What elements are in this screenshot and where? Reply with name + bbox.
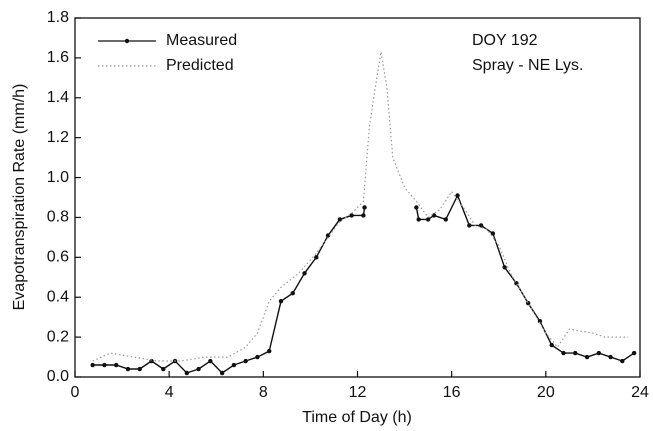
data-point <box>502 265 507 270</box>
data-point <box>113 362 119 368</box>
data-point <box>125 366 131 372</box>
data-point <box>90 362 95 368</box>
series-line <box>92 51 629 362</box>
data-point <box>290 291 295 296</box>
legend-label: Measured <box>166 32 237 49</box>
data-point <box>549 342 554 348</box>
data-point <box>478 223 484 228</box>
y-tick-label: 0.6 <box>47 249 69 266</box>
annotation: DOY 192 <box>472 32 538 49</box>
y-tick-label: 0.8 <box>47 209 69 226</box>
data-point <box>302 271 307 276</box>
data-point <box>208 358 213 364</box>
data-point <box>255 354 260 360</box>
y-tick-label: 1.6 <box>47 49 69 66</box>
x-tick-label: 20 <box>537 384 555 401</box>
data-point <box>349 213 354 218</box>
data-point <box>362 205 367 210</box>
x-tick-label: 24 <box>631 384 649 401</box>
data-point <box>584 354 590 360</box>
data-point <box>231 362 237 368</box>
data-point <box>620 358 625 364</box>
legend-marker <box>124 38 130 44</box>
x-tick-label: 16 <box>443 384 461 401</box>
x-tick-label: 4 <box>165 384 174 401</box>
data-point <box>267 348 272 354</box>
x-tick-label: 0 <box>71 384 80 401</box>
y-axis-label: Evapotranspiration Rate (mm/h) <box>11 84 28 311</box>
data-point <box>102 362 107 368</box>
data-point <box>631 350 637 356</box>
data-point <box>414 205 419 210</box>
y-tick-label: 0.0 <box>47 368 69 385</box>
data-point <box>596 350 602 356</box>
y-tick-label: 1.2 <box>47 129 69 146</box>
data-point <box>467 223 472 228</box>
data-point <box>184 370 190 376</box>
data-point <box>337 217 343 222</box>
data-point <box>425 217 431 222</box>
data-point <box>161 366 166 372</box>
data-point <box>443 217 448 222</box>
x-axis-label: Time of Day (h) <box>302 409 412 426</box>
data-point <box>243 358 248 364</box>
data-point <box>137 366 142 372</box>
data-point <box>561 350 566 356</box>
data-point <box>361 213 366 218</box>
data-point <box>219 370 225 376</box>
x-tick-label: 8 <box>259 384 268 401</box>
data-point <box>325 233 331 238</box>
data-point <box>608 354 613 360</box>
y-tick-label: 1.4 <box>47 89 69 106</box>
legend-label: Predicted <box>166 57 234 74</box>
data-point <box>431 213 437 218</box>
y-tick-label: 1.0 <box>47 169 69 186</box>
y-tick-label: 0.4 <box>47 288 69 305</box>
data-point <box>196 366 201 372</box>
data-point <box>278 299 284 304</box>
annotation: Spray - NE Lys. <box>472 57 583 74</box>
data-point <box>149 358 154 364</box>
x-tick-label: 12 <box>349 384 367 401</box>
data-point <box>455 193 460 198</box>
data-point <box>416 217 421 222</box>
data-point <box>490 231 496 236</box>
data-point <box>573 350 578 356</box>
y-tick-label: 0.2 <box>47 328 69 345</box>
y-tick-label: 1.8 <box>47 9 69 26</box>
data-point <box>314 255 319 260</box>
